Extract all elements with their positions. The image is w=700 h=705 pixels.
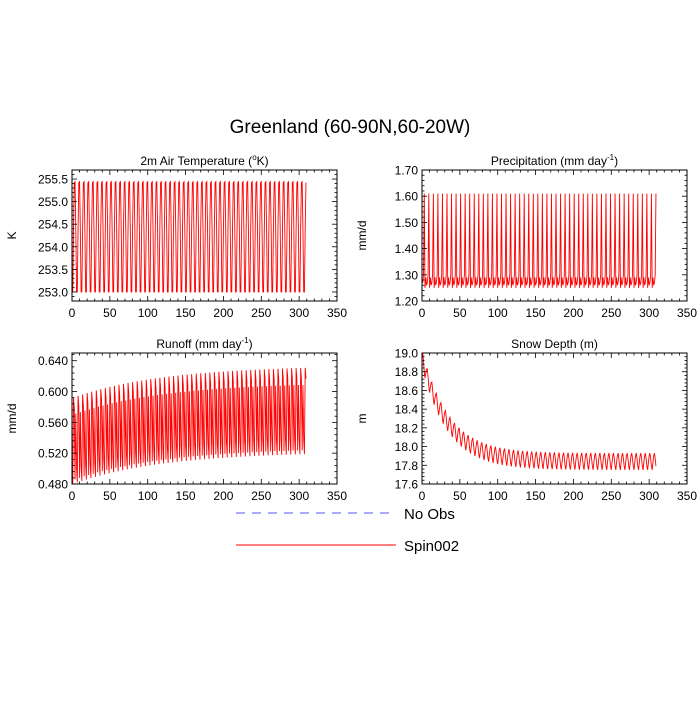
x-tick-label: 100: [138, 489, 158, 503]
x-tick-label: 250: [251, 306, 271, 320]
y-tick-label: 1.60: [395, 190, 419, 204]
y-tick-label: 253.5: [38, 263, 68, 277]
series-line-spin002: [422, 193, 657, 288]
legend-label: Spin002: [404, 538, 459, 555]
y-tick-label: 0.600: [38, 385, 68, 399]
y-tick-label: 0.520: [38, 447, 68, 461]
x-tick-label: 250: [251, 489, 271, 503]
panel-1: 0 50 100 150 200 250 300 350 253.0 253.5 254.0 254.…: [5, 153, 347, 320]
x-tick-label: 350: [327, 306, 347, 320]
y-tick-label: 1.20: [395, 295, 419, 309]
y-tick-label: 18.8: [395, 365, 419, 379]
y-tick-label: 1.70: [395, 164, 419, 178]
plot-frame: [71, 352, 338, 485]
y-tick-label: 0.640: [38, 354, 68, 368]
y-tick-label: 1.30: [395, 268, 419, 282]
series-line-spin002: [72, 180, 307, 293]
x-tick-label: 50: [103, 306, 117, 320]
x-tick-label: 150: [526, 306, 546, 320]
figure-title: Greenland (60-90N,60-20W): [230, 117, 471, 138]
x-tick-label: 350: [327, 489, 347, 503]
x-tick-label: 50: [453, 306, 467, 320]
x-tick-label: 100: [488, 489, 508, 503]
x-tick-label: 0: [419, 306, 426, 320]
x-tick-label: 100: [138, 306, 158, 320]
y-axis-label: mm/d: [5, 404, 19, 434]
panel-2: 0 50 100 150 200 250 300 350 1.20 1.30 1.40 1.50 1.6…: [355, 153, 697, 320]
x-tick-label: 250: [601, 489, 621, 503]
x-tick-label: 250: [601, 306, 621, 320]
y-tick-label: 0.480: [38, 478, 68, 492]
panel-title: Precipitation (mm day-1): [491, 153, 618, 168]
y-tick-label: 18.2: [395, 421, 419, 435]
y-axis-label: m: [355, 414, 369, 424]
plot-frame: [421, 352, 688, 485]
y-tick-label: 18.6: [395, 384, 419, 398]
y-tick-label: 19.0: [395, 347, 419, 361]
x-tick-label: 0: [69, 306, 76, 320]
y-tick-label: 254.5: [38, 218, 68, 232]
panel-title: Snow Depth (m): [511, 337, 598, 351]
y-tick-label: 0.560: [38, 416, 68, 430]
x-tick-label: 200: [563, 489, 583, 503]
x-tick-label: 300: [639, 489, 659, 503]
x-tick-label: 50: [453, 489, 467, 503]
y-tick-label: 254.0: [38, 240, 68, 254]
x-tick-label: 300: [289, 489, 309, 503]
y-axis-label: K: [5, 231, 19, 239]
x-tick-label: 200: [213, 489, 233, 503]
panel-3: 0 50 100 150 200 250 300 350 0.480 0.520 0.560 0.60…: [5, 336, 347, 503]
panel-title: 2m Air Temperature (oK): [140, 153, 268, 168]
panel-4: 0 50 100 150 200 250 300 350 17.6 17.8 18.0 18.2 18.…: [355, 337, 697, 503]
x-tick-label: 350: [677, 306, 697, 320]
y-tick-label: 255.0: [38, 195, 68, 209]
x-tick-label: 0: [69, 489, 76, 503]
x-tick-label: 100: [488, 306, 508, 320]
x-tick-label: 300: [289, 306, 309, 320]
x-tick-label: 50: [103, 489, 117, 503]
legend: No Obs Spin002: [236, 506, 459, 555]
x-tick-label: 200: [213, 306, 233, 320]
x-tick-label: 0: [419, 489, 426, 503]
plot-frame: [71, 169, 338, 302]
y-tick-label: 253.0: [38, 285, 68, 299]
y-tick-label: 17.6: [395, 478, 419, 492]
panel-title: Runoff (mm day-1): [156, 336, 252, 351]
y-tick-label: 18.0: [395, 440, 419, 454]
y-tick-label: 255.5: [38, 173, 68, 187]
y-tick-label: 17.8: [395, 459, 419, 473]
y-tick-label: 1.50: [395, 216, 419, 230]
series-line-spin002: [422, 353, 657, 471]
x-tick-label: 350: [677, 489, 697, 503]
x-tick-label: 300: [639, 306, 659, 320]
y-axis-label: mm/d: [355, 221, 369, 251]
plot-frame: [421, 169, 688, 302]
x-tick-label: 200: [563, 306, 583, 320]
series-line-spin002: [72, 367, 307, 484]
legend-label: No Obs: [404, 506, 455, 523]
x-tick-label: 150: [176, 489, 196, 503]
y-tick-label: 1.40: [395, 242, 419, 256]
x-tick-label: 150: [526, 489, 546, 503]
y-tick-label: 18.4: [395, 403, 419, 417]
x-tick-label: 150: [176, 306, 196, 320]
